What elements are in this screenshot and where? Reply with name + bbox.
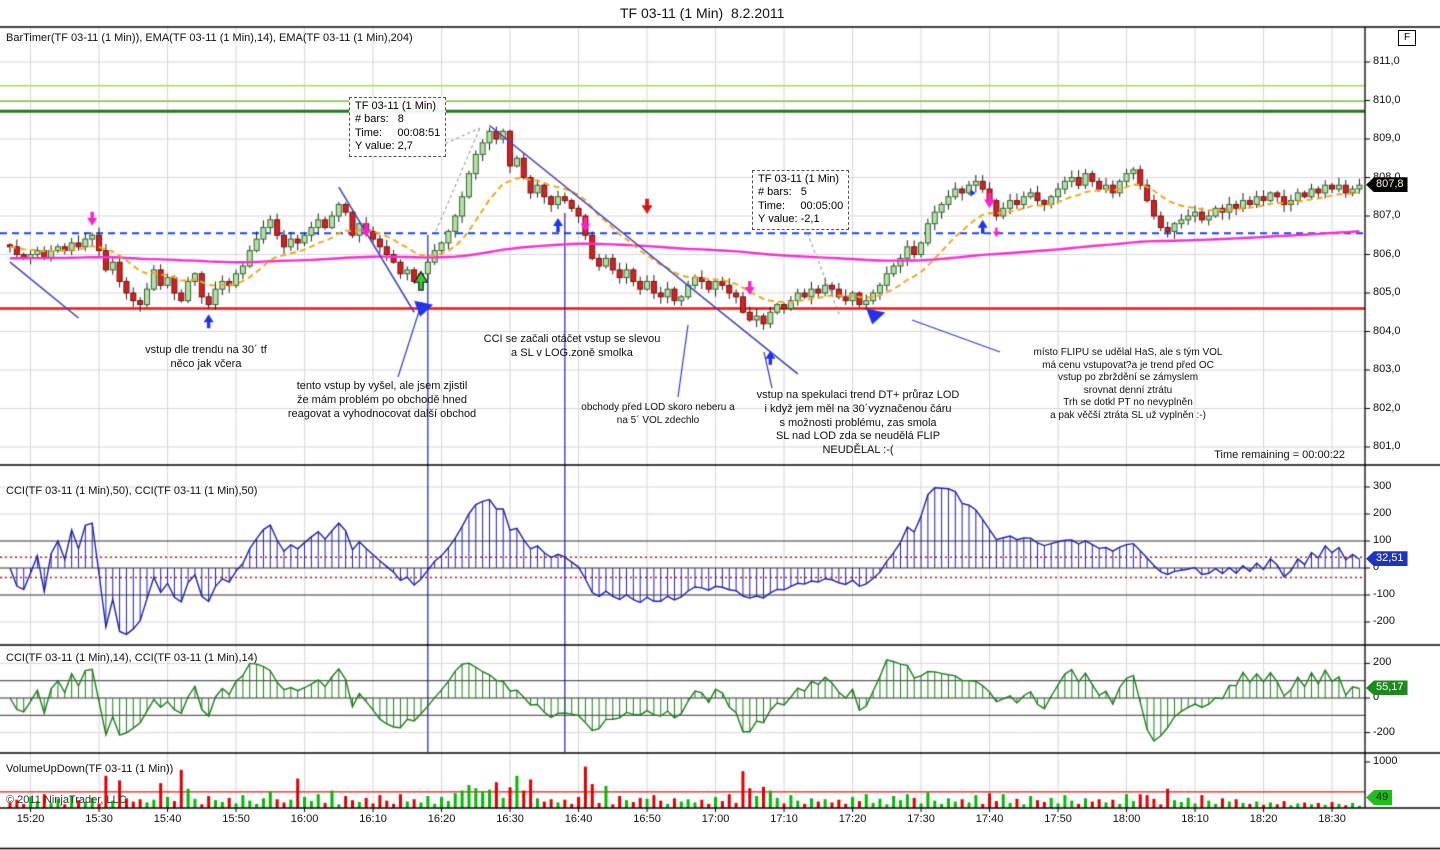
price-axis-label: 803,0	[1373, 363, 1401, 375]
cci14-value-tag: 55,17	[1366, 680, 1408, 696]
price-axis-label: 807,0	[1373, 209, 1401, 221]
trade-note-annotation-3: CCI se začali otáčet vstup se slevou a S…	[483, 333, 661, 359]
time-axis-label: 17:30	[907, 813, 935, 825]
volume-value-tag: 49	[1366, 790, 1393, 805]
price-axis-label: 809,0	[1373, 132, 1401, 144]
time-axis-label: 15:20	[16, 813, 45, 825]
ruler-tooltip-1: TF 03-11 (1 Min) # bars: 8 Time: 00:08:5…	[349, 97, 447, 157]
trade-note-annotation-1: vstup dle trendu na 30´ tf něco jak včer…	[145, 344, 267, 370]
cci50-value-tag: 32,51	[1366, 551, 1408, 567]
cci14-axis-label: 200	[1373, 656, 1392, 669]
fullscreen-button[interactable]: F	[1398, 30, 1416, 46]
cci50-axis-label: 100	[1373, 534, 1392, 546]
main-panel-indicator-label: BarTimer(TF 03-11 (1 Min)), EMA(TF 03-11…	[6, 32, 413, 44]
time-axis-label: 16:50	[633, 813, 661, 825]
cci50-axis-label: 300	[1373, 480, 1392, 492]
time-axis-label: 16:20	[427, 813, 456, 825]
time-axis-label: 16:30	[496, 813, 524, 825]
price-axis-label: 802,0	[1373, 401, 1401, 414]
trade-note-annotation-6: místo FLIPU se udělal HaS, ale s tým VOL…	[1033, 347, 1223, 421]
price-axis-label: 811,0	[1373, 55, 1400, 67]
copyright-label: © 2011 NinjaTrader, LLC	[6, 794, 127, 806]
time-axis-label: 15:30	[85, 813, 113, 825]
time-axis-label: 15:50	[222, 813, 250, 825]
volume-axis-label: 1000	[1373, 755, 1398, 767]
time-axis-label: 16:00	[290, 813, 319, 825]
price-axis-label: 805,0	[1373, 286, 1401, 298]
ruler-tooltip-2: TF 03-11 (1 Min) # bars: 5 Time: 00:05:0…	[752, 170, 850, 230]
price-axis-label: 806,0	[1373, 247, 1401, 260]
time-axis-label: 16:10	[359, 813, 387, 825]
time-axis-label: 18:30	[1318, 813, 1346, 825]
volume-panel-indicator-label: VolumeUpDown(TF 03-11 (1 Min))	[6, 763, 174, 775]
time-axis-label: 17:10	[770, 813, 798, 825]
cci14-axis-label: -200	[1373, 725, 1396, 738]
cci50-panel-indicator-label: CCI(TF 03-11 (1 Min),50), CCI(TF 03-11 (…	[6, 485, 258, 497]
time-axis-label: 17:00	[701, 813, 730, 825]
time-axis-label: 16:40	[564, 813, 593, 825]
time-axis-label: 18:00	[1112, 813, 1141, 825]
cci50-axis-label: -200	[1373, 615, 1396, 627]
bar-timer-countdown: Time remaining = 00:00:22	[1214, 449, 1345, 461]
cci50-axis-label: 200	[1373, 507, 1392, 519]
time-axis-label: 18:20	[1249, 813, 1278, 825]
cci50-axis-label: 0	[1373, 561, 1380, 573]
chart-title: TF 03-11 (1 Min) 8.2.2011	[620, 5, 785, 21]
price-axis-label: 810,0	[1373, 93, 1401, 106]
trade-note-annotation-5: vstup na spekulaci trend DT+ průraz LOD …	[756, 389, 960, 456]
time-axis-label: 17:50	[1044, 813, 1072, 825]
time-axis-label: 17:20	[838, 813, 867, 825]
trade-note-annotation-4: obchody před LOD skoro neberu a na 5´ VO…	[581, 402, 735, 426]
time-axis-label: 15:40	[153, 813, 182, 825]
cci14-panel-indicator-label: CCI(TF 03-11 (1 Min),14), CCI(TF 03-11 (…	[6, 652, 258, 664]
time-axis-label: 18:10	[1181, 813, 1209, 825]
price-axis-label: 801,0	[1373, 440, 1401, 452]
cci50-axis-label: -100	[1373, 588, 1396, 600]
current-price-tag: 807,8	[1366, 177, 1408, 193]
cci14-axis-label: 0	[1373, 691, 1380, 703]
trade-note-annotation-2: tento vstup by vyšel, ale jsem zjistil ž…	[287, 380, 477, 420]
price-axis-label: 804,0	[1373, 324, 1401, 337]
time-axis-label: 17:40	[975, 813, 1004, 825]
